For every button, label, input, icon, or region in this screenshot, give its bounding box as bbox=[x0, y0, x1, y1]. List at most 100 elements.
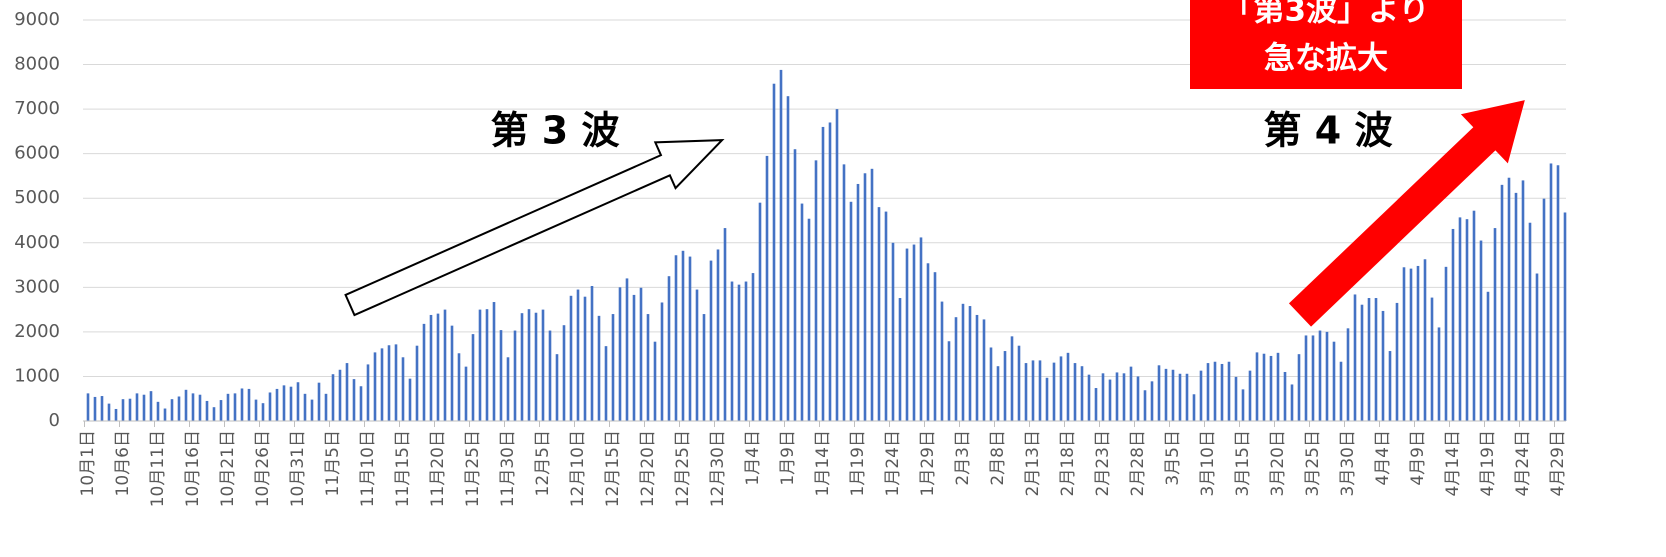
x-tick-label: 1月24日 bbox=[883, 430, 903, 496]
bar bbox=[149, 391, 153, 421]
bar bbox=[338, 369, 342, 421]
bar bbox=[352, 379, 356, 421]
bar bbox=[429, 314, 433, 421]
bar bbox=[1563, 212, 1567, 421]
bar bbox=[1164, 368, 1168, 421]
x-tick-label: 11月20日 bbox=[428, 430, 448, 507]
bar bbox=[1367, 298, 1371, 421]
bar bbox=[849, 201, 853, 421]
bar bbox=[1122, 373, 1126, 421]
bar bbox=[1381, 310, 1385, 421]
bar bbox=[240, 388, 244, 421]
x-tick-label: 4月19日 bbox=[1478, 430, 1498, 496]
y-tick-label: 6000 bbox=[14, 143, 60, 164]
x-tick-label: 12月15日 bbox=[603, 430, 623, 507]
bar bbox=[968, 306, 972, 421]
x-tick-label: 4月14日 bbox=[1443, 430, 1463, 496]
bar bbox=[1276, 352, 1280, 421]
bar bbox=[114, 408, 118, 421]
bar bbox=[282, 385, 286, 421]
x-tick-label: 2月28日 bbox=[1128, 430, 1148, 496]
bar bbox=[674, 255, 678, 421]
bar bbox=[562, 325, 566, 421]
bar bbox=[891, 242, 895, 421]
bar bbox=[814, 160, 818, 421]
bar bbox=[597, 315, 601, 421]
bar bbox=[1094, 388, 1098, 421]
bar bbox=[1115, 372, 1119, 421]
bar bbox=[828, 122, 832, 421]
bar bbox=[289, 386, 293, 421]
bar bbox=[863, 173, 867, 421]
bar bbox=[1038, 360, 1042, 421]
bar bbox=[1129, 366, 1133, 421]
bar bbox=[1507, 177, 1511, 421]
bar bbox=[632, 294, 636, 421]
bar bbox=[1031, 360, 1035, 421]
bar bbox=[1206, 363, 1210, 421]
x-tick-label: 3月20日 bbox=[1268, 430, 1288, 496]
bar bbox=[1248, 370, 1252, 421]
bar bbox=[982, 319, 986, 421]
bar bbox=[1297, 354, 1301, 421]
bar bbox=[205, 400, 209, 421]
bar bbox=[254, 399, 258, 421]
bar bbox=[1262, 353, 1266, 421]
bar bbox=[688, 256, 692, 421]
bar bbox=[1157, 365, 1161, 421]
bar bbox=[912, 244, 916, 421]
x-tick-label: 1月19日 bbox=[848, 430, 868, 496]
bar bbox=[212, 407, 216, 421]
x-tick-label: 3月10日 bbox=[1198, 430, 1218, 496]
bar bbox=[527, 309, 531, 421]
bar bbox=[1353, 294, 1357, 421]
bar bbox=[702, 314, 706, 421]
callout-box bbox=[1190, 0, 1462, 89]
bar bbox=[1395, 302, 1399, 421]
bar bbox=[884, 211, 888, 421]
bar bbox=[191, 393, 195, 421]
bar bbox=[1402, 267, 1406, 421]
bar bbox=[590, 285, 594, 421]
bar bbox=[1535, 273, 1539, 421]
bar bbox=[492, 302, 496, 421]
bar bbox=[457, 353, 461, 421]
bar bbox=[1416, 265, 1420, 421]
bar bbox=[331, 374, 335, 421]
bar bbox=[373, 352, 377, 421]
bar bbox=[135, 393, 139, 421]
bar bbox=[1024, 363, 1028, 421]
x-tick-label: 10月11日 bbox=[148, 430, 168, 507]
x-tick-label: 11月10日 bbox=[358, 430, 378, 507]
bar bbox=[142, 394, 146, 421]
bar bbox=[520, 313, 524, 421]
bar bbox=[765, 155, 769, 421]
bar bbox=[1486, 291, 1490, 421]
y-tick-label: 9000 bbox=[14, 9, 60, 30]
bar bbox=[1388, 351, 1392, 421]
bar bbox=[296, 382, 300, 421]
arrow-3 bbox=[344, 139, 725, 317]
bar bbox=[1213, 361, 1217, 421]
bar bbox=[1458, 217, 1462, 421]
bar bbox=[310, 399, 314, 421]
x-tick-label: 2月13日 bbox=[1023, 430, 1043, 496]
bar bbox=[1241, 389, 1245, 421]
bar bbox=[1234, 376, 1238, 421]
bar bbox=[506, 357, 510, 421]
y-tick-label: 8000 bbox=[14, 54, 60, 75]
bar bbox=[317, 382, 321, 421]
bar bbox=[471, 334, 475, 421]
x-tick-label: 10月21日 bbox=[218, 430, 238, 507]
bar bbox=[961, 303, 965, 421]
bar bbox=[1150, 381, 1154, 421]
bar bbox=[555, 354, 559, 421]
bar bbox=[1339, 361, 1343, 421]
bar bbox=[1108, 379, 1112, 421]
bar bbox=[1192, 394, 1196, 421]
bar bbox=[996, 366, 1000, 421]
bar bbox=[1430, 297, 1434, 421]
bar bbox=[779, 69, 783, 421]
bar bbox=[464, 366, 468, 421]
bar bbox=[534, 312, 538, 421]
